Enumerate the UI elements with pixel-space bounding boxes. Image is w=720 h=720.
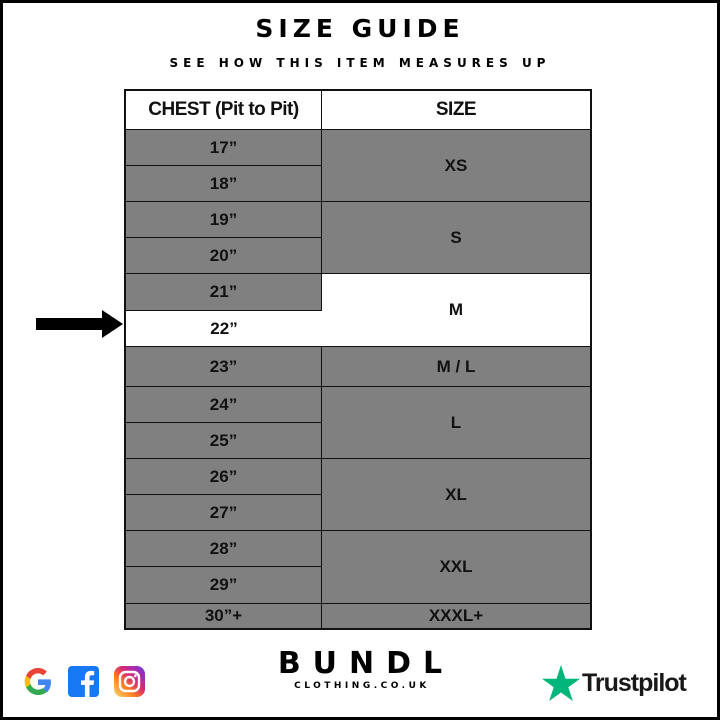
chest-cell: 26” bbox=[126, 459, 321, 494]
instagram-icon[interactable] bbox=[114, 665, 146, 697]
chest-cell: 28” bbox=[126, 531, 321, 566]
chest-cell: 29” bbox=[126, 567, 321, 603]
facebook-icon[interactable] bbox=[68, 665, 100, 697]
page-title: SIZE GUIDE bbox=[255, 14, 465, 43]
google-icon[interactable] bbox=[22, 665, 54, 699]
trustpilot-label: Trustpilot bbox=[582, 668, 687, 697]
chest-cell: 24” bbox=[126, 387, 321, 422]
chest-cell: 25” bbox=[126, 423, 321, 458]
chest-cell: 19” bbox=[126, 202, 321, 237]
brand-logo: BUNDL bbox=[277, 646, 455, 681]
header-chest: CHEST (Pit to Pit) bbox=[126, 91, 321, 129]
trustpilot-logo[interactable]: Trustpilot bbox=[542, 665, 687, 701]
size-cell: XXXL+ bbox=[322, 604, 590, 628]
size-cell: XS bbox=[322, 130, 590, 201]
social-icons bbox=[22, 665, 146, 699]
size-cell: S bbox=[322, 202, 590, 273]
chest-cell: 18” bbox=[126, 166, 321, 201]
page-subtitle: SEE HOW THIS ITEM MEASURES UP bbox=[169, 56, 551, 70]
size-cell-highlighted: M bbox=[322, 274, 590, 346]
chest-cell: 30”+ bbox=[126, 604, 321, 628]
chest-cell: 17” bbox=[126, 130, 321, 165]
size-cell: XXL bbox=[322, 531, 590, 603]
size-cell: L bbox=[322, 387, 590, 458]
brand-site: CLOTHING.CO.UK bbox=[294, 681, 430, 691]
chest-cell-highlighted: 22” bbox=[126, 311, 322, 346]
arrow-right-icon bbox=[36, 310, 123, 338]
size-cell: M / L bbox=[322, 347, 590, 386]
chest-cell: 20” bbox=[126, 238, 321, 273]
star-icon bbox=[542, 665, 580, 701]
header-size: SIZE bbox=[322, 91, 590, 129]
chest-cell: 23” bbox=[126, 347, 321, 386]
size-table: CHEST (Pit to Pit) SIZE 17” 18” 19” 20” … bbox=[124, 89, 592, 630]
chest-cell: 27” bbox=[126, 495, 321, 530]
size-cell: XL bbox=[322, 459, 590, 530]
chest-cell: 21” bbox=[126, 274, 321, 310]
